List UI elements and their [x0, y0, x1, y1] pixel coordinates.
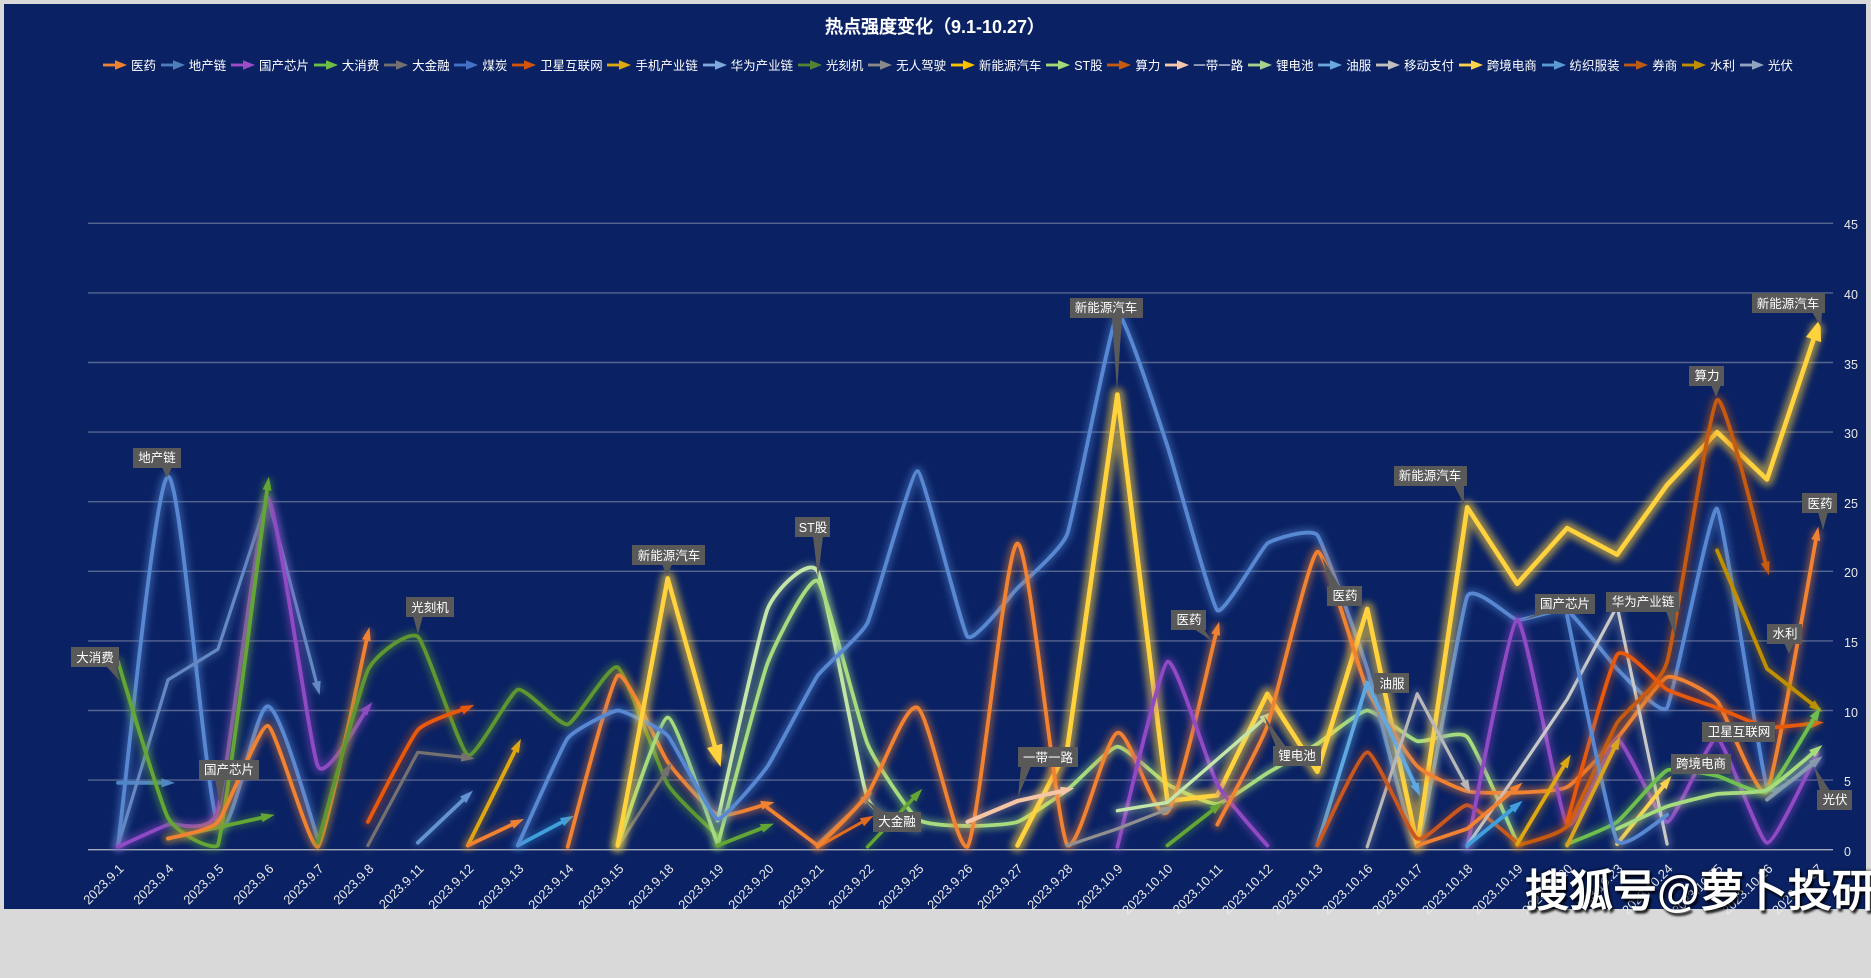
svg-text:水利: 水利 — [1772, 627, 1797, 641]
svg-text:光伏: 光伏 — [1822, 793, 1848, 807]
svg-text:光刻机: 光刻机 — [411, 601, 449, 615]
svg-text:大金融: 大金融 — [878, 814, 916, 829]
svg-text:卫星互联网: 卫星互联网 — [1708, 725, 1771, 739]
svg-text:国产芯片: 国产芯片 — [204, 763, 254, 777]
svg-text:新能源汽车: 新能源汽车 — [1757, 296, 1820, 311]
svg-text:新能源汽车: 新能源汽车 — [1075, 300, 1138, 315]
svg-text:医药: 医药 — [1807, 497, 1832, 511]
svg-text:新能源汽车: 新能源汽车 — [1399, 468, 1462, 483]
svg-text:一带一路: 一带一路 — [1023, 750, 1074, 765]
svg-text:华为产业链: 华为产业链 — [1612, 594, 1675, 609]
svg-text:大消费: 大消费 — [76, 651, 114, 665]
svg-text:算力: 算力 — [1694, 368, 1719, 383]
svg-text:油服: 油服 — [1379, 677, 1405, 691]
svg-text:新能源汽车: 新能源汽车 — [638, 548, 701, 563]
svg-text:医药: 医药 — [1332, 589, 1357, 603]
svg-text:跨境电商: 跨境电商 — [1676, 756, 1726, 771]
svg-text:锂电池: 锂电池 — [1278, 748, 1316, 763]
svg-text:地产链: 地产链 — [138, 450, 176, 465]
svg-text:国产芯片: 国产芯片 — [1540, 597, 1590, 611]
svg-text:ST股: ST股 — [799, 521, 828, 535]
svg-text:医药: 医药 — [1176, 613, 1201, 627]
